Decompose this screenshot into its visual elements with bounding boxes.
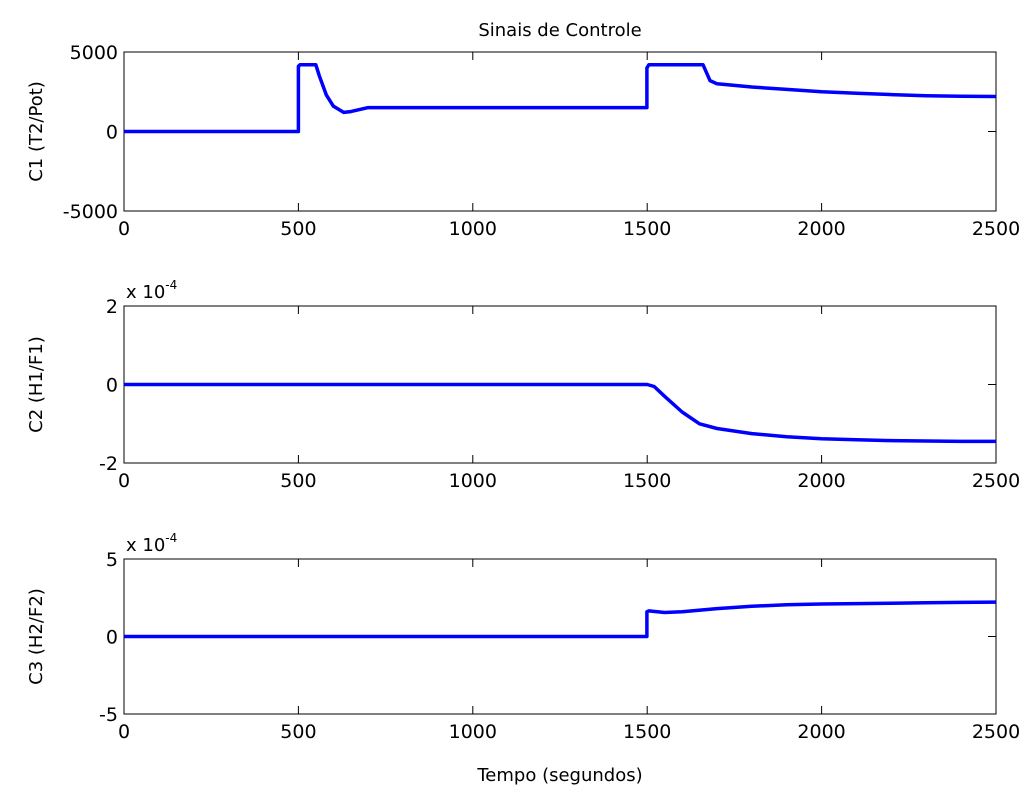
x-axis-label: Tempo (segundos): [476, 765, 642, 786]
x-tick-label: 1500: [623, 721, 671, 743]
x-tick-label: 2000: [797, 218, 845, 240]
y-tick-label: 2: [106, 296, 118, 318]
x-tick-label: 500: [280, 470, 316, 492]
y-tick-label: 0: [106, 122, 118, 144]
x-tick-label: 2500: [972, 470, 1020, 492]
x-tick-label: 1500: [623, 218, 671, 240]
y-axis-label: C1 (T2/Pot): [26, 81, 47, 182]
y-tick-label: -2: [99, 453, 118, 475]
x-tick-label: 1000: [449, 470, 497, 492]
x-tick-label: 500: [280, 218, 316, 240]
series-line: [124, 382, 996, 444]
x-tick-label: 500: [280, 721, 316, 743]
figure-title: Sinais de Controle: [478, 20, 641, 41]
y-exponent-power: -4: [165, 278, 177, 292]
x-tick-label: 0: [118, 218, 130, 240]
x-tick-label: 1500: [623, 470, 671, 492]
x-tick-label: 0: [118, 470, 130, 492]
y-exponent-power: -4: [165, 531, 177, 545]
y-tick-label: 5000: [70, 42, 118, 64]
y-axis-label: C3 (H2/F2): [26, 588, 47, 685]
series-line: [124, 600, 997, 639]
x-tick-label: 1000: [449, 721, 497, 743]
x-tick-label: 2500: [972, 721, 1020, 743]
x-tick-label: 2500: [972, 218, 1020, 240]
x-tick-label: 1000: [449, 218, 497, 240]
y-axis-label: C2 (H1/F1): [26, 336, 47, 433]
y-tick-label: -5: [99, 704, 118, 726]
series-line: [124, 62, 997, 134]
y-tick-label: -5000: [63, 201, 118, 223]
x-tick-label: 0: [118, 721, 130, 743]
y-tick-label: 5: [106, 549, 118, 571]
x-tick-label: 2000: [797, 470, 845, 492]
y-tick-label: 0: [106, 375, 118, 397]
y-tick-label: 0: [106, 627, 118, 649]
x-tick-label: 2000: [797, 721, 845, 743]
